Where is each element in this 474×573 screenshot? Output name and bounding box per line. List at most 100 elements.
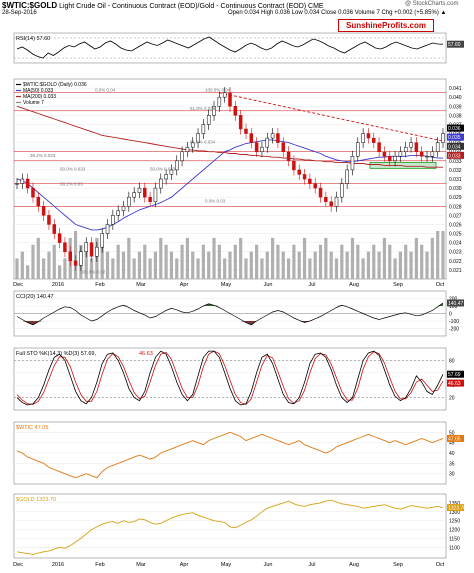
volume-bar bbox=[58, 265, 62, 279]
price-y-tick-label: 0.033 bbox=[449, 159, 462, 165]
volume-bar bbox=[52, 244, 56, 279]
x-axis-label: Jul bbox=[308, 282, 315, 288]
x-axis-label-bottom: 2016 bbox=[52, 562, 64, 568]
volume-bar bbox=[73, 231, 78, 279]
gold-y-tick-label: 1350 bbox=[449, 501, 460, 507]
gold-y-tick-label: 1100 bbox=[449, 545, 460, 551]
volume-bar bbox=[42, 258, 46, 279]
fibonacci-label: 38.2% 0.03 bbox=[60, 181, 83, 186]
price-legend-entry: MA(50) 0.033 bbox=[23, 88, 54, 94]
candle-body bbox=[318, 187, 323, 198]
stochastic-d-last-label-bg bbox=[447, 379, 464, 387]
candle-body bbox=[143, 187, 147, 198]
candle-body bbox=[57, 233, 62, 243]
price-y-tick-label: 0.025 bbox=[449, 232, 462, 238]
candle-body bbox=[169, 169, 174, 175]
volume-bar bbox=[148, 258, 152, 279]
gold-y-tick-label: 1250 bbox=[449, 519, 460, 525]
volume-bar bbox=[169, 251, 174, 279]
candle-body bbox=[212, 106, 216, 116]
candle-body bbox=[244, 128, 248, 134]
candle-body bbox=[372, 137, 376, 143]
price-last-label-bg bbox=[447, 151, 464, 159]
volume-bar bbox=[340, 244, 344, 279]
volume-bar bbox=[105, 251, 110, 279]
volume-bar bbox=[20, 251, 24, 279]
volume-bar bbox=[132, 258, 136, 279]
volume-bar bbox=[255, 244, 259, 279]
candle-body bbox=[52, 224, 57, 234]
x-axis-label-bottom: Jul bbox=[308, 562, 315, 568]
candle-body bbox=[175, 160, 179, 171]
cci-y-tick-label: 100 bbox=[449, 304, 458, 310]
volume-bar bbox=[436, 231, 440, 279]
sunshine-profits-logo: SunshineProfits.com bbox=[338, 19, 434, 32]
x-axis-label: Aug bbox=[349, 282, 359, 288]
rsi-title: RSI(14) 57.60 bbox=[16, 36, 50, 42]
x-axis-label-bottom: Sep bbox=[393, 562, 403, 568]
price-y-tick-label: 0.040 bbox=[449, 95, 462, 101]
wtic-y-tick-label: 35 bbox=[449, 461, 455, 467]
wtic-y-tick-label: 45 bbox=[449, 441, 455, 447]
volume-bar bbox=[164, 244, 168, 279]
volume-bar bbox=[302, 237, 307, 279]
candle-body bbox=[345, 169, 349, 184]
price-y-tick-label: 0.021 bbox=[449, 268, 462, 274]
volume-bar bbox=[425, 251, 429, 279]
volume-bar bbox=[47, 251, 51, 279]
gold-last-label: 1323.70 bbox=[448, 506, 466, 512]
candle-body bbox=[148, 196, 152, 202]
candle-body bbox=[350, 156, 355, 171]
candle-body bbox=[265, 137, 270, 148]
x-axis-label: Dec bbox=[13, 282, 23, 288]
volume-bar bbox=[185, 237, 189, 279]
fibonacci-label: 50.0% 0.033 bbox=[60, 167, 86, 172]
volume-bar bbox=[116, 244, 120, 279]
volume-bar bbox=[329, 251, 333, 279]
gold-panel bbox=[13, 493, 447, 559]
stochastic-y-tick-label: 20 bbox=[449, 396, 455, 402]
volume-bar bbox=[398, 251, 402, 279]
wtic-last-label-bg bbox=[447, 434, 464, 442]
volume-bar bbox=[308, 258, 312, 279]
volume-bar bbox=[15, 258, 19, 279]
rsi-panel bbox=[13, 32, 447, 64]
stochastic-k-last-label-bg bbox=[447, 370, 464, 378]
x-axis-label: Apr bbox=[180, 282, 189, 288]
volume-bar bbox=[100, 244, 104, 279]
candle-body bbox=[377, 142, 381, 152]
x-axis-label-bottom: Jun bbox=[264, 562, 273, 568]
volume-bar bbox=[441, 231, 445, 279]
volume-bar bbox=[228, 251, 232, 279]
fibonacci-label: 100.0% 0.04 bbox=[205, 88, 231, 93]
stochastic-d-value: 46.63 bbox=[139, 351, 153, 357]
candle-body bbox=[47, 215, 51, 225]
price-legend-entry: Volume 7 bbox=[23, 100, 44, 106]
volume-bar bbox=[382, 237, 387, 279]
volume-bar bbox=[191, 251, 195, 279]
price-y-tick-label: 0.027 bbox=[449, 213, 462, 219]
volume-bar bbox=[201, 244, 205, 279]
cci-y-tick-label: 0 bbox=[449, 312, 452, 318]
candle-body bbox=[20, 178, 25, 184]
volume-bar bbox=[409, 251, 413, 279]
candle-body bbox=[361, 133, 365, 143]
x-axis-label-bottom: Dec bbox=[13, 562, 23, 568]
candle-body bbox=[79, 251, 83, 266]
candle-body bbox=[249, 133, 254, 143]
stochastic-k-last-label: 57.69 bbox=[448, 372, 461, 378]
volume-bar bbox=[137, 251, 142, 279]
candle-body bbox=[89, 242, 94, 257]
price-y-tick-label: 0.024 bbox=[449, 241, 462, 247]
volume-bar bbox=[111, 258, 115, 279]
price-y-tick-label: 0.026 bbox=[449, 222, 462, 228]
wtic-y-tick-label: 30 bbox=[449, 472, 455, 478]
candle-body bbox=[132, 192, 136, 198]
volume-bar bbox=[313, 251, 317, 279]
candle-body bbox=[15, 183, 19, 185]
candle-body bbox=[121, 206, 126, 212]
candle-body bbox=[36, 196, 41, 207]
candle-body bbox=[414, 142, 419, 152]
ohlc-readout: Open 0.034 High 0.036 Low 0.034 Close 0.… bbox=[228, 10, 447, 16]
candle-body bbox=[329, 201, 333, 207]
